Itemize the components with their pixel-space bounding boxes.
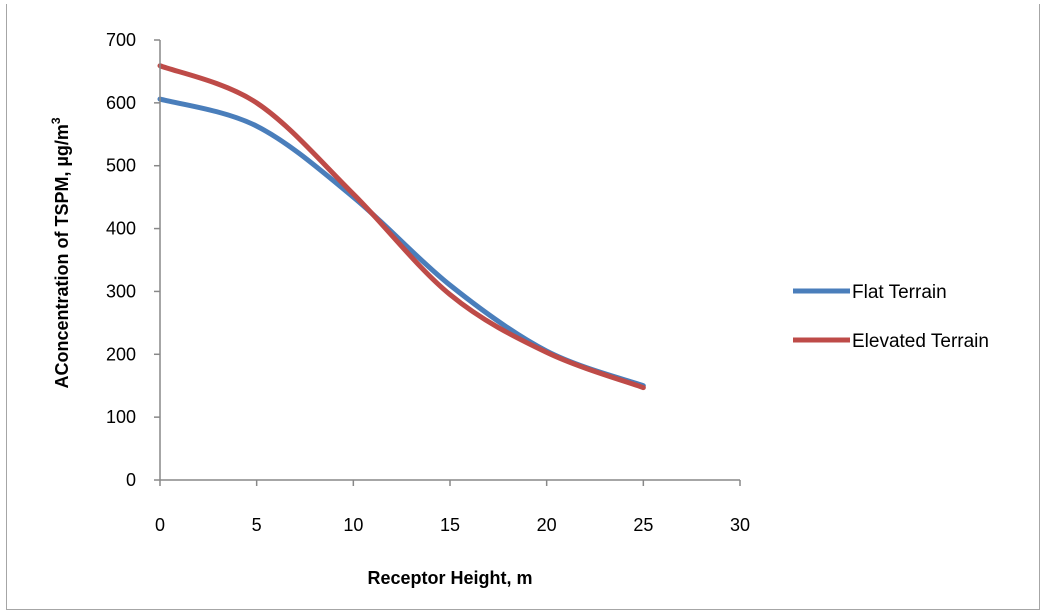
- x-axis-title: Receptor Height, m: [367, 568, 532, 588]
- x-tick-label: 25: [633, 515, 653, 535]
- x-tick-label: 30: [730, 515, 750, 535]
- y-tick-label: 100: [106, 407, 136, 427]
- x-tick-label: 5: [252, 515, 262, 535]
- y-tick-label: 300: [106, 281, 136, 301]
- series-line-flat-terrain: [157, 96, 646, 389]
- x-tick-label: 15: [440, 515, 460, 535]
- chart-frame: [6, 4, 1040, 610]
- legend: Flat Terrain Elevated Terrain: [793, 282, 989, 352]
- y-tick-label: 200: [106, 344, 136, 364]
- series-line-elevated-terrain: [157, 63, 646, 391]
- legend-label-elevated-terrain: Elevated Terrain: [852, 331, 989, 352]
- y-axis-title: AConcentration of TSPM, µg/m3: [49, 117, 72, 388]
- legend-label-flat-terrain: Flat Terrain: [852, 282, 947, 303]
- y-tick-label: 600: [106, 93, 136, 113]
- axis-ticks: [154, 39, 741, 486]
- y-axis-title-superscript: 3: [49, 117, 63, 124]
- y-tick-label: 500: [106, 156, 136, 176]
- y-axis-title-main: AConcentration of TSPM, µg/m: [52, 124, 72, 388]
- x-tick-label: 10: [343, 515, 363, 535]
- x-tick-label: 20: [537, 515, 557, 535]
- y-tick-labels: 0 100 200 300 400 500 600 700: [106, 30, 136, 490]
- x-tick-label: 0: [155, 515, 165, 535]
- x-tick-labels: 0 5 10 15 20 25 30: [155, 515, 750, 535]
- series-lines: [157, 63, 646, 391]
- legend-item-elevated-terrain: Elevated Terrain: [793, 331, 989, 352]
- legend-item-flat-terrain: Flat Terrain: [793, 282, 947, 303]
- y-tick-label: 700: [106, 30, 136, 50]
- y-tick-label: 400: [106, 219, 136, 239]
- y-tick-label: 0: [126, 470, 136, 490]
